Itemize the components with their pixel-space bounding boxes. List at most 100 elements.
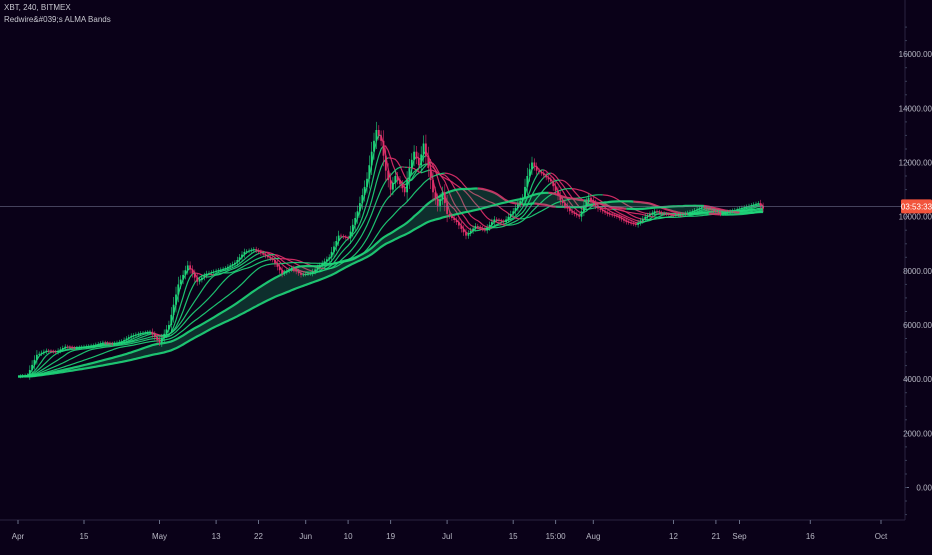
- candle-body: [720, 213, 722, 214]
- candle-body: [251, 250, 253, 251]
- candle-body: [590, 198, 592, 201]
- candle-body: [114, 343, 116, 344]
- candle-body: [121, 341, 123, 342]
- candle-body: [725, 213, 727, 214]
- candle-body: [682, 214, 684, 215]
- candle-body: [192, 270, 194, 274]
- candle-body: [126, 339, 128, 340]
- candle-body: [630, 223, 632, 224]
- candle-body: [220, 270, 222, 271]
- candle-body: [104, 343, 106, 344]
- candle-body: [291, 268, 293, 269]
- candle-body: [706, 208, 708, 209]
- candle-body: [696, 209, 698, 210]
- candle-body: [279, 267, 281, 270]
- candle-body: [326, 259, 328, 261]
- candle-body: [241, 255, 243, 258]
- candle-body: [430, 168, 432, 180]
- candle-body: [260, 252, 262, 253]
- indicator-title: Redwire&#039;s ALMA Bands: [4, 15, 111, 25]
- candle-body: [460, 226, 462, 229]
- candle-body: [128, 337, 130, 338]
- x-tick-label: 22: [254, 532, 263, 541]
- candle-body: [602, 210, 604, 211]
- candle-body: [187, 265, 189, 270]
- candle-body: [93, 345, 95, 346]
- candle-body: [295, 270, 297, 272]
- candle-body: [354, 218, 356, 225]
- candle-body: [555, 186, 557, 191]
- candle-body: [255, 249, 257, 250]
- candle-body: [545, 175, 547, 177]
- candle-body: [90, 346, 92, 347]
- candle-body: [168, 325, 170, 329]
- candle-body: [229, 265, 231, 266]
- candle-body: [739, 209, 741, 210]
- candle-body: [373, 141, 375, 152]
- candle-body: [102, 343, 104, 344]
- candle-body: [564, 203, 566, 206]
- candle-body: [552, 182, 554, 187]
- candle-body: [758, 203, 760, 204]
- x-tick-label: 16: [806, 532, 815, 541]
- candle-body: [173, 305, 175, 315]
- candle-body: [43, 352, 45, 353]
- candle-body: [314, 270, 316, 272]
- candle-body: [64, 347, 66, 348]
- candle-body: [732, 211, 734, 212]
- candle-body: [642, 219, 644, 221]
- candle-body: [510, 214, 512, 217]
- candle-body: [475, 226, 477, 228]
- candle-body: [489, 225, 491, 228]
- candle-body: [581, 211, 583, 216]
- candle-body: [463, 229, 465, 232]
- candle-body: [444, 192, 446, 203]
- candle-body: [232, 264, 234, 265]
- candle-body: [722, 213, 724, 214]
- candle-body: [149, 332, 151, 333]
- candle-body: [710, 209, 712, 210]
- x-tick-label: 15:00: [546, 532, 567, 541]
- candle-body: [22, 376, 24, 377]
- candle-body: [55, 352, 57, 353]
- candle-body: [182, 275, 184, 280]
- candle-body: [458, 222, 460, 225]
- candle-body: [635, 224, 637, 225]
- candle-body: [531, 163, 533, 170]
- candle-body: [446, 203, 448, 214]
- candle-body: [137, 334, 139, 335]
- candle-body: [717, 212, 719, 213]
- candle-body: [95, 345, 97, 346]
- candle-body: [727, 212, 729, 213]
- candle-body: [479, 227, 481, 228]
- candle-body: [328, 257, 330, 259]
- candle-body: [692, 211, 694, 212]
- candle-body: [317, 267, 319, 269]
- candle-body: [352, 225, 354, 232]
- candle-body: [31, 365, 33, 370]
- candle-body: [154, 335, 156, 338]
- candle-body: [465, 232, 467, 235]
- candle-body: [20, 376, 22, 377]
- candle-body: [404, 188, 406, 192]
- candle-body: [435, 192, 437, 199]
- candle-body: [302, 275, 304, 276]
- candle-body: [142, 333, 144, 334]
- candle-body: [715, 211, 717, 212]
- candle-body: [166, 329, 168, 333]
- candle-body: [239, 257, 241, 260]
- candle-body: [163, 334, 165, 338]
- candle-body: [24, 375, 26, 376]
- candle-body: [222, 269, 224, 270]
- candle-body: [248, 251, 250, 252]
- y-tick-label: 8000.00: [903, 267, 932, 276]
- candle-body: [600, 209, 602, 210]
- candle-body: [505, 219, 507, 222]
- candle-body: [331, 252, 333, 257]
- candle-body: [588, 198, 590, 202]
- candle-body: [508, 217, 510, 220]
- candle-body: [383, 141, 385, 156]
- candle-body: [177, 284, 179, 294]
